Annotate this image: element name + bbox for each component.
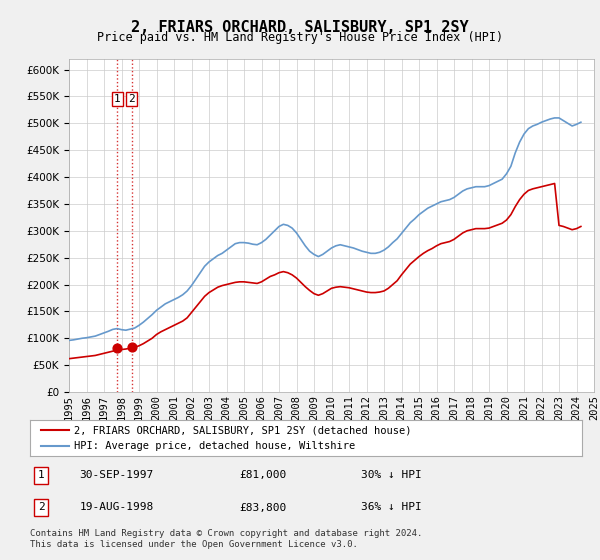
Text: 1: 1: [114, 94, 121, 104]
Text: Contains HM Land Registry data © Crown copyright and database right 2024.
This d: Contains HM Land Registry data © Crown c…: [30, 529, 422, 549]
Point: [112, 344, 122, 353]
Text: 30-SEP-1997: 30-SEP-1997: [80, 470, 154, 480]
Text: 36% ↓ HPI: 36% ↓ HPI: [361, 502, 422, 512]
Text: 1: 1: [38, 470, 44, 480]
Text: 2: 2: [38, 502, 44, 512]
Text: 19-AUG-1998: 19-AUG-1998: [80, 502, 154, 512]
Text: Price paid vs. HM Land Registry's House Price Index (HPI): Price paid vs. HM Land Registry's House …: [97, 31, 503, 44]
Text: £81,000: £81,000: [240, 470, 287, 480]
Point: [127, 343, 137, 352]
Text: 2: 2: [128, 94, 135, 104]
Text: £83,800: £83,800: [240, 502, 287, 512]
Text: 2, FRIARS ORCHARD, SALISBURY, SP1 2SY: 2, FRIARS ORCHARD, SALISBURY, SP1 2SY: [131, 20, 469, 35]
Text: 30% ↓ HPI: 30% ↓ HPI: [361, 470, 422, 480]
Text: HPI: Average price, detached house, Wiltshire: HPI: Average price, detached house, Wilt…: [74, 441, 355, 451]
Text: 2, FRIARS ORCHARD, SALISBURY, SP1 2SY (detached house): 2, FRIARS ORCHARD, SALISBURY, SP1 2SY (d…: [74, 425, 412, 435]
